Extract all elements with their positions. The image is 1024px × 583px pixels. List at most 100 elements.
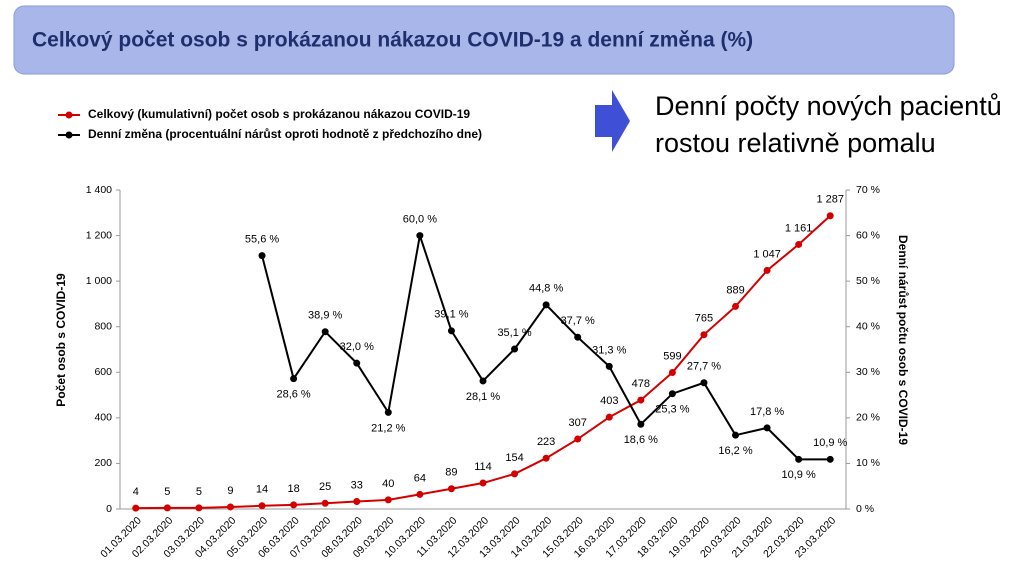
data-point [668,390,676,398]
data-point [258,252,266,260]
y2-tick-label: 50 % [856,275,880,287]
data-point [763,424,771,432]
data-point [132,504,140,512]
y-tick-label: 200 [94,457,112,469]
data-point [826,455,834,463]
data-label: 39,1 % [434,309,468,321]
data-point [637,420,645,428]
data-label: 765 [695,313,713,325]
data-label: 403 [600,395,618,407]
y2-tick-label: 0 % [856,503,874,515]
title-banner [13,5,955,75]
data-label: 25,3 % [655,404,689,416]
data-label: 889 [726,284,744,296]
data-label: 35,1 % [497,327,531,339]
data-point [321,499,329,507]
data-label: 89 [445,467,457,479]
data-label: 18,6 % [624,434,658,446]
data-label: 1 047 [753,248,781,260]
y2-axis-title: Denní nárůst počtu osob s COVID-19 [896,235,910,445]
y-tick-label: 400 [94,412,112,424]
y-axis-title: Počet osob s COVID-19 [54,273,68,407]
data-point [321,328,329,336]
y-tick-label: 800 [94,320,112,332]
data-label: 32,0 % [340,341,374,353]
data-point [353,497,361,505]
y-tick-label: 1 200 [86,229,112,241]
data-label: 114 [474,461,492,473]
data-label: 478 [632,378,650,390]
arrow-icon [595,90,630,152]
data-label: 1 161 [785,222,813,234]
data-point [290,501,298,509]
data-label: 60,0 % [403,213,437,225]
data-label: 64 [414,472,426,484]
data-point [479,479,487,487]
data-point [511,345,519,353]
data-point [384,496,392,504]
data-label: 33 [351,479,363,491]
data-point [700,331,708,339]
data-point [605,413,613,421]
data-label: 5 [164,486,170,498]
data-point [637,396,645,404]
data-point [195,504,203,512]
data-label: 28,6 % [276,389,310,401]
y-tick-label: 1 000 [86,275,112,287]
data-label: 599 [663,350,681,362]
y2-tick-label: 70 % [856,184,880,196]
data-label: 154 [505,452,523,464]
data-point [700,379,708,387]
data-label: 21,2 % [371,422,405,434]
annotation: rostou relativně pomalu [655,128,936,158]
data-label: 307 [569,417,587,429]
legend-marker [65,111,73,119]
data-point [511,470,519,478]
data-label: 16,2 % [718,445,752,457]
data-label: 40 [382,478,394,490]
y-tick-label: 600 [94,366,112,378]
data-label: 37,7 % [561,315,595,327]
data-point [732,431,740,439]
data-point [416,232,424,240]
data-point [795,455,803,463]
data-label: 31,3 % [592,344,626,356]
data-label: 27,7 % [687,361,721,373]
annotation: Denní počty nových pacientů [655,91,1002,121]
data-point [668,369,676,377]
data-point [763,266,771,274]
y2-tick-label: 20 % [856,412,880,424]
data-point [574,333,582,341]
data-label: 10,9 % [782,469,816,481]
data-point [605,362,613,370]
legend-label: Celkový (kumulativní) počet osob s proká… [88,107,470,121]
y-tick-label: 0 [106,503,112,515]
data-point [163,504,171,512]
y2-tick-label: 40 % [856,320,880,332]
data-point [574,435,582,443]
data-label: 5 [196,486,202,498]
data-point [353,359,361,367]
data-label: 14 [256,484,268,496]
data-label: 10,9 % [813,437,847,449]
data-point [258,502,266,510]
y2-tick-label: 60 % [856,229,880,241]
data-point [732,302,740,310]
data-label: 1 287 [816,194,844,206]
data-label: 4 [133,486,139,498]
data-label: 38,9 % [308,310,342,322]
data-label: 9 [227,485,233,497]
slide-title: Celkový počet osob s prokázanou nákazou … [32,29,753,52]
data-label: 223 [537,436,555,448]
y2-tick-label: 30 % [856,366,880,378]
data-point [447,485,455,493]
data-point [384,408,392,416]
data-point [447,327,455,335]
data-label: 28,1 % [466,391,500,403]
data-label: 55,6 % [245,234,279,246]
legend-marker [65,131,73,139]
data-point [542,301,550,309]
data-label: 44,8 % [529,283,563,295]
data-point [542,454,550,462]
